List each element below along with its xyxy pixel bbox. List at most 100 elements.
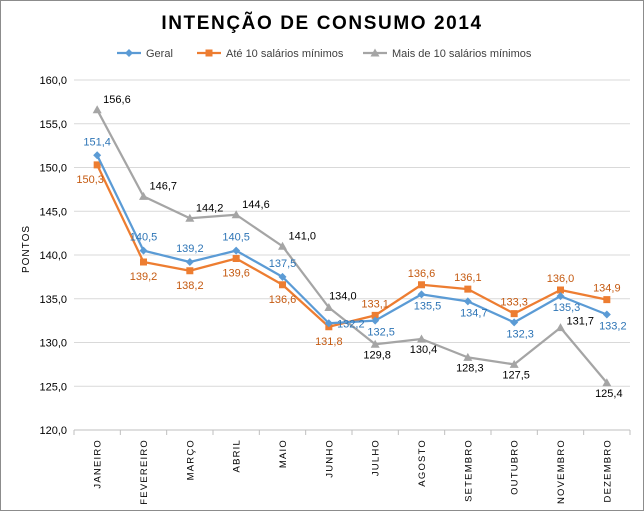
- legend-item: Mais de 10 salários mínimos: [363, 48, 532, 60]
- data-point: [278, 272, 287, 281]
- data-point: [278, 241, 287, 250]
- data-label: 133,2: [599, 321, 627, 333]
- y-axis-label: PONTOS: [21, 225, 32, 273]
- data-label: 139,2: [176, 243, 204, 255]
- x-tick-label: JUNHO: [324, 439, 335, 478]
- legend-label: Geral: [146, 48, 173, 60]
- data-label: 135,5: [414, 300, 442, 312]
- data-label: 128,3: [456, 362, 484, 374]
- data-label: 133,3: [500, 297, 528, 309]
- data-label: 150,3: [76, 174, 104, 186]
- data-label: 144,2: [196, 202, 224, 214]
- data-label: 137,5: [269, 258, 297, 270]
- data-label: 134,7: [460, 307, 488, 319]
- data-point: [509, 359, 519, 368]
- x-tick-label: SETEMBRO: [463, 439, 474, 502]
- x-tick-label: JANEIRO: [93, 439, 104, 489]
- y-tick-label: 150,0: [39, 163, 67, 175]
- data-point: [232, 246, 241, 255]
- legend-marker: [205, 49, 213, 57]
- data-point: [92, 105, 102, 114]
- data-point: [93, 151, 102, 160]
- data-labels-2: 156,6 146,7 144,2 144,6 141,0 134,0 129,8 130,4…: [103, 94, 622, 400]
- data-label: 132,5: [367, 327, 395, 339]
- data-point: [324, 303, 334, 311]
- data-point: [602, 378, 612, 387]
- x-tick-label: MAIO: [278, 439, 289, 468]
- data-point: [140, 258, 147, 266]
- data-point: [185, 213, 195, 222]
- series-0: [93, 151, 611, 328]
- legend-marker: [125, 49, 133, 57]
- data-point: [556, 323, 565, 332]
- data-point: [463, 297, 472, 306]
- legend-item: Até 10 salários mínimos: [197, 48, 344, 60]
- legend-label: Até 10 salários mínimos: [226, 48, 344, 60]
- data-point: [371, 316, 380, 325]
- data-label: 151,4: [83, 136, 111, 148]
- data-point: [232, 255, 240, 262]
- data-label: 136,6: [408, 268, 436, 280]
- data-label: 146,7: [150, 180, 178, 192]
- y-tick-label: 160,0: [39, 75, 67, 87]
- data-point: [510, 310, 518, 318]
- data-label: 138,2: [176, 280, 204, 292]
- data-point: [417, 290, 426, 299]
- data-point: [185, 258, 194, 266]
- data-label: 129,8: [363, 349, 391, 361]
- data-label: 132,2: [337, 318, 365, 330]
- data-point: [557, 286, 564, 294]
- data-point: [93, 161, 101, 169]
- data-label: 141,0: [289, 230, 317, 242]
- axes: 120,0 125,0 130,0 135,0 140,0 145,0 150,0 155,0…: [39, 75, 631, 505]
- data-point: [510, 318, 519, 327]
- data-label: 136,0: [547, 273, 575, 285]
- y-tick-label: 135,0: [39, 294, 67, 306]
- data-label: 133,1: [361, 298, 389, 310]
- data-label: 134,0: [329, 291, 357, 303]
- data-point: [279, 281, 286, 289]
- legend: Geral Até 10 salários mínimos Mais de 10 s…: [117, 48, 532, 60]
- data-point: [231, 210, 241, 219]
- data-label: 132,3: [506, 328, 534, 340]
- series-2: [92, 105, 612, 387]
- data-label: 139,2: [130, 271, 158, 283]
- x-tick-label: OUTUBRO: [510, 439, 521, 495]
- y-tick-label: 155,0: [39, 119, 67, 131]
- data-point: [139, 246, 148, 255]
- chart-title: INTENÇÃO DE CONSUMO 2014: [161, 12, 482, 34]
- data-label: 139,6: [222, 268, 250, 280]
- legend-item: Geral: [117, 48, 173, 60]
- series-line: [96, 109, 608, 384]
- data-label: 140,5: [222, 232, 250, 244]
- series-line: [96, 154, 608, 325]
- data-label: 134,9: [593, 283, 621, 295]
- data-point: [603, 296, 611, 304]
- data-label: 131,7: [567, 316, 595, 328]
- data-label: 135,3: [553, 302, 581, 314]
- x-tick-label: FEVEREIRO: [139, 439, 150, 505]
- x-tick-label: MARÇO: [185, 439, 196, 480]
- legend-marker: [370, 48, 380, 57]
- x-tick-label: NOVEMBRO: [556, 439, 567, 504]
- data-point: [463, 352, 473, 361]
- data-point: [139, 191, 148, 200]
- legend-label: Mais de 10 salários mínimos: [392, 48, 532, 60]
- data-label: 125,4: [595, 388, 623, 400]
- series-layer: 156,6 146,7 144,2 144,6 141,0 134,0 129,8 130,4…: [76, 94, 626, 400]
- y-tick-label: 130,0: [39, 338, 67, 350]
- data-point: [417, 334, 426, 343]
- data-label: 131,8: [315, 336, 343, 348]
- data-point: [418, 281, 425, 289]
- data-label: 136,1: [454, 272, 482, 284]
- data-point: [556, 292, 565, 301]
- y-tick-label: 120,0: [39, 425, 67, 437]
- data-point: [370, 339, 380, 348]
- data-label: 136,6: [269, 294, 297, 306]
- data-label: 140,5: [130, 232, 158, 244]
- x-tick-label: ABRIL: [232, 439, 243, 472]
- y-tick-label: 125,0: [39, 381, 67, 393]
